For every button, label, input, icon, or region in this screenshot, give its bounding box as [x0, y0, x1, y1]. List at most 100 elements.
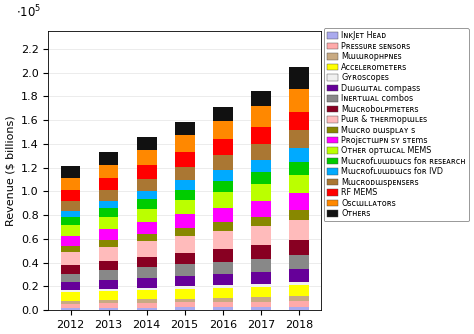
- Bar: [289, 112, 309, 130]
- Bar: [137, 222, 156, 234]
- Bar: [175, 236, 194, 253]
- Y-axis label: Revenue ($ billions): Revenue ($ billions): [5, 115, 15, 226]
- Bar: [61, 246, 81, 252]
- Bar: [251, 287, 271, 297]
- Bar: [175, 180, 194, 190]
- Bar: [99, 208, 118, 217]
- Bar: [213, 285, 233, 288]
- Bar: [175, 289, 194, 299]
- Bar: [213, 222, 233, 231]
- Bar: [289, 240, 309, 255]
- Bar: [137, 208, 156, 222]
- Bar: [137, 199, 156, 208]
- Bar: [289, 162, 309, 175]
- Bar: [213, 262, 233, 274]
- Bar: [137, 137, 156, 150]
- Bar: [61, 201, 81, 211]
- Bar: [289, 89, 309, 112]
- Bar: [251, 172, 271, 184]
- Legend: IɴᴋJᴇᴛ Hᴇᴀᴅ, Pʀᴇssᴜʀᴇ sᴇɴsoʀs, Mɯɯʀopʜᴘɴᴇs, Aᴄᴄᴇʟᴇʀomᴇᴛᴇʀs, Gʏʀosᴄopᴇs, Dɯɢɯᴛᴀʟ : IɴᴋJᴇᴛ Hᴇᴀᴅ, Pʀᴇssᴜʀᴇ sᴇɴsoʀs, Mɯɯʀopʜᴘɴ…: [324, 28, 469, 221]
- Bar: [213, 231, 233, 249]
- Bar: [251, 259, 271, 272]
- Bar: [61, 274, 81, 283]
- Bar: [289, 282, 309, 285]
- Bar: [213, 139, 233, 155]
- Bar: [137, 257, 156, 267]
- Bar: [99, 303, 118, 308]
- Bar: [137, 288, 156, 290]
- Bar: [289, 220, 309, 240]
- Bar: [213, 155, 233, 170]
- Bar: [99, 229, 118, 240]
- Bar: [137, 290, 156, 299]
- Bar: [175, 228, 194, 236]
- Bar: [289, 269, 309, 282]
- Bar: [175, 200, 194, 214]
- Bar: [251, 144, 271, 160]
- Bar: [137, 303, 156, 308]
- Bar: [251, 92, 271, 106]
- Bar: [251, 284, 271, 287]
- Bar: [251, 160, 271, 172]
- Bar: [289, 285, 309, 296]
- Bar: [61, 190, 81, 201]
- Bar: [99, 289, 118, 291]
- Bar: [61, 308, 81, 310]
- Bar: [137, 241, 156, 257]
- Bar: [99, 291, 118, 300]
- Bar: [251, 272, 271, 284]
- Bar: [213, 302, 233, 308]
- Bar: [175, 190, 194, 200]
- Bar: [289, 307, 309, 310]
- Bar: [61, 292, 81, 301]
- Bar: [61, 225, 81, 236]
- Bar: [289, 193, 309, 210]
- Bar: [175, 286, 194, 289]
- Bar: [99, 165, 118, 178]
- Bar: [99, 246, 118, 261]
- Bar: [61, 211, 81, 217]
- Bar: [99, 152, 118, 165]
- Bar: [175, 214, 194, 228]
- Bar: [175, 302, 194, 308]
- Bar: [175, 122, 194, 135]
- Text: $\cdot10^5$: $\cdot10^5$: [16, 3, 41, 20]
- Bar: [213, 181, 233, 192]
- Bar: [99, 240, 118, 246]
- Bar: [251, 245, 271, 259]
- Bar: [213, 170, 233, 181]
- Bar: [213, 192, 233, 207]
- Bar: [213, 308, 233, 310]
- Bar: [137, 179, 156, 191]
- Bar: [61, 290, 81, 292]
- Bar: [61, 304, 81, 308]
- Bar: [137, 278, 156, 288]
- Bar: [251, 127, 271, 144]
- Bar: [137, 234, 156, 241]
- Bar: [175, 253, 194, 264]
- Bar: [61, 252, 81, 265]
- Bar: [251, 308, 271, 310]
- Bar: [137, 299, 156, 303]
- Bar: [99, 190, 118, 201]
- Bar: [251, 302, 271, 308]
- Bar: [289, 210, 309, 220]
- Bar: [99, 270, 118, 280]
- Bar: [251, 226, 271, 245]
- Bar: [99, 178, 118, 190]
- Bar: [213, 249, 233, 262]
- Bar: [175, 299, 194, 302]
- Bar: [99, 201, 118, 208]
- Bar: [289, 255, 309, 269]
- Bar: [213, 298, 233, 302]
- Bar: [137, 191, 156, 199]
- Bar: [289, 130, 309, 148]
- Bar: [175, 308, 194, 310]
- Bar: [251, 106, 271, 127]
- Bar: [213, 121, 233, 139]
- Bar: [289, 66, 309, 89]
- Bar: [289, 148, 309, 162]
- Bar: [251, 216, 271, 226]
- Bar: [61, 265, 81, 274]
- Bar: [99, 261, 118, 270]
